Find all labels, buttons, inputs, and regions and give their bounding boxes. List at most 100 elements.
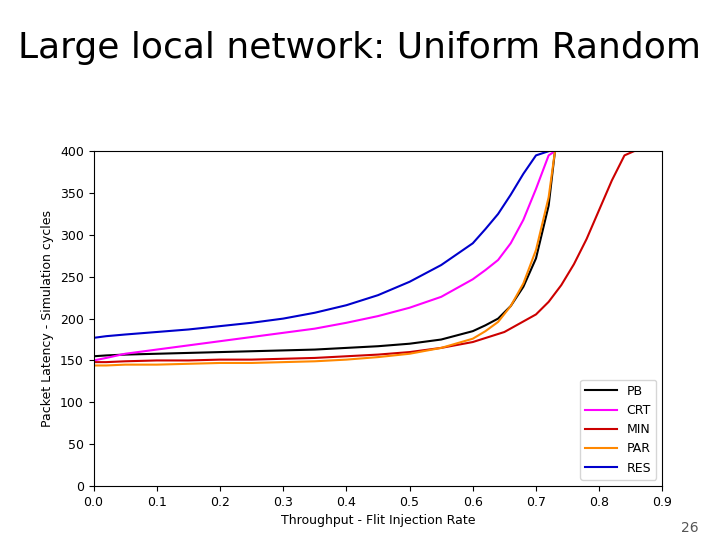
PAR [374, 354, 382, 360]
PAR [89, 362, 98, 369]
PB [310, 346, 319, 353]
Line: MIN: MIN [94, 151, 634, 362]
RES [481, 226, 490, 232]
RES [216, 323, 225, 329]
CRT [531, 186, 540, 192]
CRT [437, 294, 446, 300]
MIN [582, 236, 591, 242]
MIN [608, 177, 616, 184]
PAR [247, 360, 256, 366]
RES [405, 279, 414, 285]
PB [519, 284, 528, 290]
RES [153, 329, 161, 335]
PB [531, 255, 540, 261]
CRT [469, 276, 477, 282]
CRT [153, 346, 161, 353]
Line: PAR: PAR [94, 151, 555, 366]
CRT [544, 152, 553, 159]
MIN [374, 352, 382, 358]
RES [494, 211, 503, 217]
PAR [342, 356, 351, 363]
CRT [247, 334, 256, 340]
Text: Large local network: Uniform Random: Large local network: Uniform Random [19, 31, 701, 65]
MIN [121, 358, 130, 365]
Line: CRT: CRT [94, 151, 555, 361]
MIN [216, 356, 225, 363]
MIN [469, 339, 477, 345]
PB [469, 328, 477, 334]
PB [405, 340, 414, 347]
MIN [102, 359, 111, 366]
MIN [247, 356, 256, 363]
CRT [374, 313, 382, 319]
PAR [519, 280, 528, 287]
CRT [184, 342, 193, 349]
PAR [216, 360, 225, 366]
PB [494, 315, 503, 322]
RES [469, 240, 477, 246]
PAR [184, 361, 193, 367]
MIN [310, 355, 319, 361]
MIN [500, 329, 509, 335]
PAR [121, 361, 130, 368]
PAR [506, 303, 515, 309]
CRT [342, 320, 351, 326]
PB [216, 349, 225, 355]
X-axis label: Throughput - Flit Injection Rate: Throughput - Flit Injection Rate [281, 514, 475, 527]
MIN [557, 282, 566, 288]
RES [121, 331, 130, 338]
CRT [121, 350, 130, 357]
PAR [405, 350, 414, 357]
MIN [405, 349, 414, 355]
MIN [437, 345, 446, 351]
RES [519, 171, 528, 177]
RES [506, 192, 515, 198]
MIN [279, 355, 287, 362]
PAR [494, 319, 503, 325]
MIN [629, 148, 639, 154]
PAR [551, 148, 559, 154]
CRT [551, 148, 559, 154]
RES [437, 262, 446, 268]
PB [506, 303, 515, 309]
PAR [531, 247, 540, 253]
PAR [469, 335, 477, 342]
PAR [544, 194, 553, 200]
MIN [153, 357, 161, 364]
Y-axis label: Packet Latency - Simulation cycles: Packet Latency - Simulation cycles [42, 210, 55, 427]
Line: PB: PB [94, 151, 555, 356]
Text: 26: 26 [681, 521, 698, 535]
PB [102, 352, 111, 359]
PB [551, 148, 559, 154]
CRT [481, 267, 490, 273]
PAR [481, 328, 490, 334]
MIN [544, 299, 553, 305]
RES [342, 302, 351, 308]
PAR [153, 361, 161, 368]
PB [374, 343, 382, 349]
PB [437, 336, 446, 343]
CRT [519, 217, 528, 223]
RES [89, 335, 98, 341]
Legend: PB, CRT, MIN, PAR, RES: PB, CRT, MIN, PAR, RES [580, 380, 656, 480]
CRT [405, 305, 414, 311]
RES [544, 148, 553, 154]
PAR [310, 358, 319, 365]
PB [247, 348, 256, 354]
PB [121, 352, 130, 358]
MIN [531, 311, 540, 318]
PB [342, 345, 351, 351]
PB [481, 322, 490, 328]
MIN [595, 206, 603, 213]
CRT [279, 329, 287, 336]
RES [279, 315, 287, 322]
CRT [494, 256, 503, 263]
RES [374, 292, 382, 299]
CRT [310, 326, 319, 332]
MIN [342, 353, 351, 360]
CRT [102, 355, 111, 361]
CRT [506, 240, 515, 246]
CRT [89, 357, 98, 364]
PAR [279, 359, 287, 366]
PB [279, 347, 287, 354]
